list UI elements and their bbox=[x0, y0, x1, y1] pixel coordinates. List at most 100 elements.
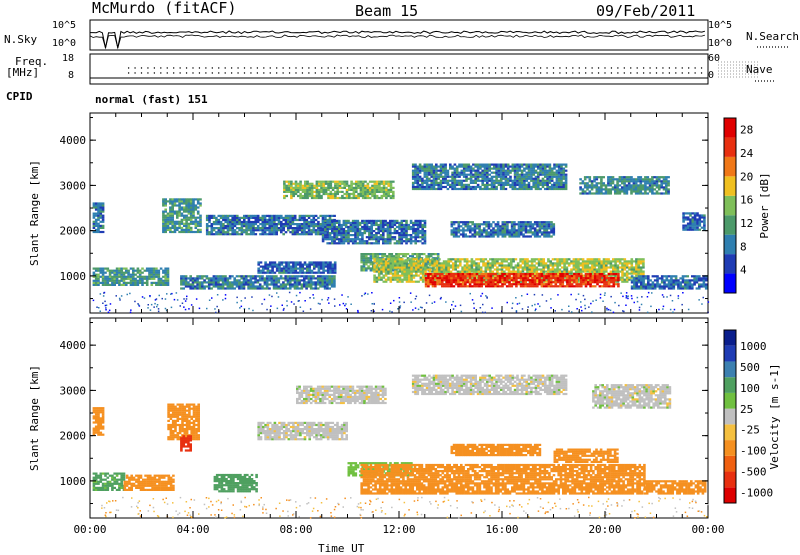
echo-cell bbox=[374, 181, 377, 183]
echo-cell bbox=[556, 266, 559, 268]
echo-cell bbox=[305, 277, 308, 279]
echo-cell bbox=[519, 166, 522, 168]
echo-cell bbox=[350, 234, 353, 236]
echo-cell bbox=[540, 271, 543, 273]
echo-cell bbox=[561, 271, 564, 273]
echo-cell bbox=[290, 187, 293, 189]
echo-cell bbox=[158, 278, 161, 280]
echo-cell bbox=[442, 166, 445, 168]
echo-cell bbox=[262, 215, 265, 217]
echo-cell bbox=[408, 264, 411, 266]
echo-cell bbox=[245, 217, 248, 219]
echo-cell bbox=[447, 271, 450, 273]
echo-cell bbox=[130, 278, 133, 280]
echo-cell bbox=[329, 261, 332, 263]
echo-cell bbox=[357, 193, 360, 195]
echo-cell bbox=[306, 219, 309, 221]
echo-cell bbox=[304, 195, 307, 197]
echo-cell bbox=[414, 168, 417, 170]
echo-cell bbox=[425, 285, 428, 287]
echo-cell bbox=[390, 183, 393, 185]
echo-cell bbox=[424, 230, 427, 232]
echo-cell bbox=[329, 228, 332, 230]
echo-cell bbox=[560, 168, 563, 170]
echo-cell bbox=[345, 224, 348, 226]
echo-cell bbox=[100, 225, 103, 227]
echo-cell bbox=[463, 174, 466, 176]
echo-cell bbox=[396, 271, 399, 273]
echo-cell bbox=[505, 172, 508, 174]
echo-cell bbox=[360, 259, 363, 261]
echo-cell bbox=[414, 164, 417, 166]
echo-cell bbox=[336, 232, 339, 234]
echo-cell bbox=[536, 258, 539, 260]
echo-cell bbox=[370, 236, 373, 238]
echo-cell bbox=[541, 273, 544, 275]
echo-cell bbox=[517, 266, 520, 268]
echo-cell bbox=[531, 277, 534, 279]
echo-cell bbox=[257, 261, 260, 263]
echo-cell bbox=[424, 222, 427, 224]
echo-cell bbox=[382, 222, 385, 224]
echo-cell bbox=[291, 285, 294, 287]
echo-cell bbox=[315, 215, 318, 217]
echo-cell bbox=[227, 233, 230, 235]
echo-cell bbox=[460, 283, 463, 285]
echo-cell bbox=[171, 227, 174, 229]
echo-cell bbox=[206, 229, 209, 231]
freq-dot bbox=[257, 67, 258, 68]
echo-cell bbox=[269, 270, 272, 272]
echo-cell bbox=[455, 279, 458, 281]
echo-cell bbox=[463, 168, 466, 170]
echo-cell bbox=[420, 260, 423, 262]
echo-cell bbox=[213, 215, 216, 217]
echo-cell bbox=[289, 217, 292, 219]
echo-cell bbox=[531, 271, 534, 273]
nave-dot bbox=[340, 72, 341, 73]
echo-cell bbox=[125, 270, 128, 272]
echo-cell bbox=[360, 261, 363, 263]
echo-cell bbox=[292, 187, 295, 189]
echo-cell bbox=[169, 213, 172, 215]
echo-cell bbox=[556, 164, 559, 166]
echo-cell bbox=[385, 260, 388, 262]
echo-cell bbox=[238, 283, 241, 285]
echo-cell bbox=[287, 221, 290, 223]
echo-cell bbox=[477, 164, 480, 166]
echo-cell bbox=[227, 277, 230, 279]
echo-cell bbox=[628, 262, 631, 264]
echo-cell bbox=[222, 219, 225, 221]
echo-cell bbox=[442, 186, 445, 188]
echo-cell bbox=[352, 224, 355, 226]
echo-cell bbox=[320, 181, 323, 183]
echo-cell bbox=[174, 227, 177, 229]
echo-cell bbox=[185, 283, 188, 285]
echo-cell bbox=[296, 285, 299, 287]
echo-cell bbox=[215, 217, 218, 219]
echo-cell bbox=[213, 283, 216, 285]
echo-cell bbox=[199, 231, 202, 233]
echo-cell bbox=[539, 184, 542, 186]
echo-cell bbox=[171, 213, 174, 215]
echo-cell bbox=[190, 221, 193, 223]
echo-cell bbox=[310, 287, 313, 289]
echo-cell bbox=[309, 193, 312, 195]
echo-cell bbox=[178, 225, 181, 227]
echo-cell bbox=[603, 271, 606, 273]
echo-cell bbox=[373, 271, 376, 273]
echo-cell bbox=[536, 268, 539, 270]
echo-cell bbox=[248, 229, 251, 231]
echo-cell bbox=[493, 164, 496, 166]
echo-cell bbox=[382, 240, 385, 242]
echo-cell bbox=[517, 264, 520, 266]
echo-cell bbox=[367, 189, 370, 191]
echo-cell bbox=[418, 255, 421, 257]
echo-cell bbox=[560, 188, 563, 190]
echo-cell bbox=[607, 262, 610, 264]
echo-cell bbox=[141, 276, 144, 278]
echo-cell bbox=[607, 266, 610, 268]
echo-cell bbox=[266, 229, 269, 231]
nave-dot bbox=[321, 72, 322, 73]
echo-cell bbox=[584, 266, 587, 268]
echo-cell bbox=[100, 270, 103, 272]
